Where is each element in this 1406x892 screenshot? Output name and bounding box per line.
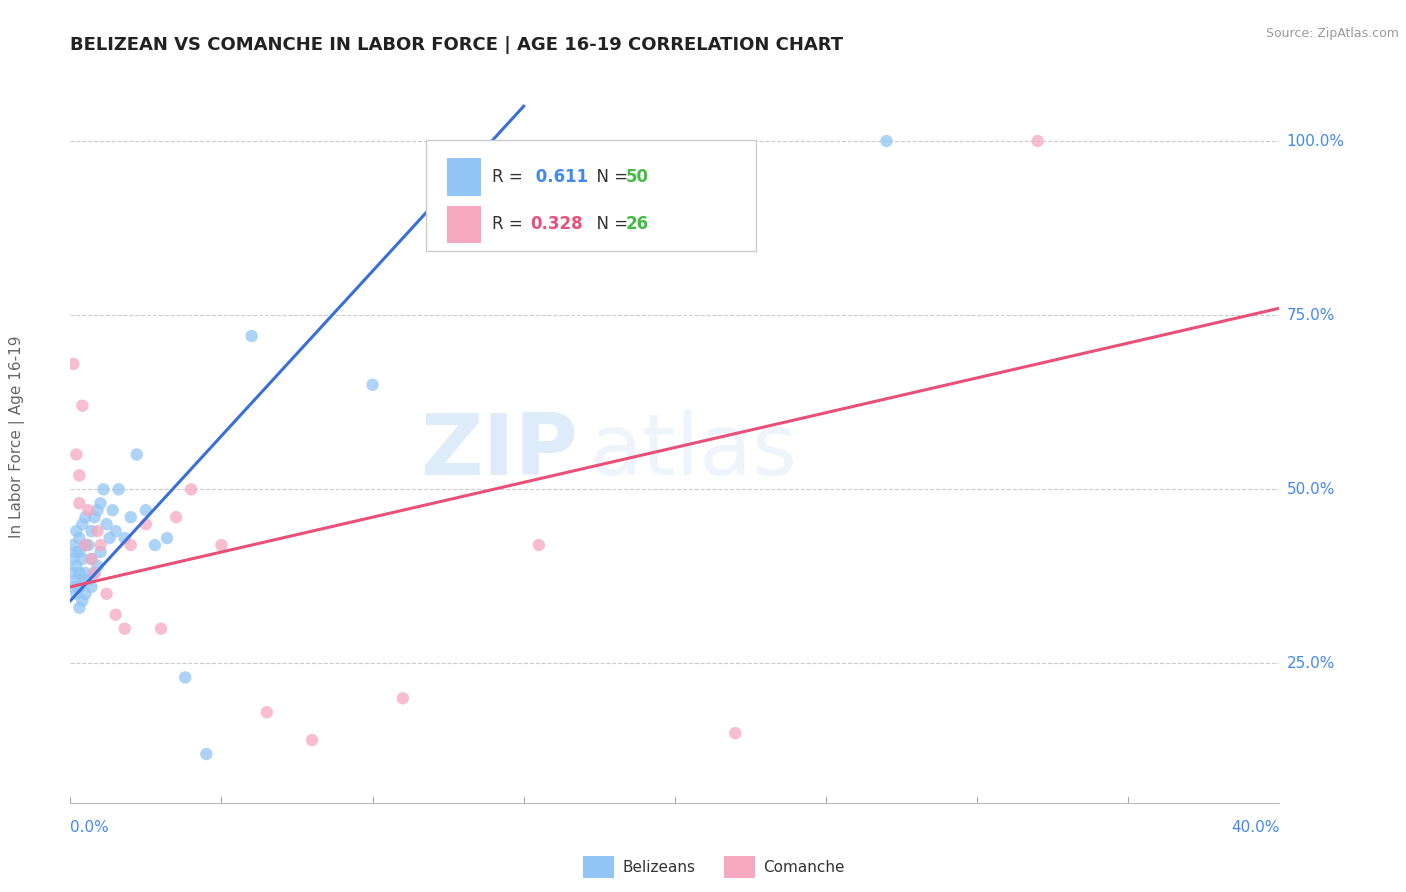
Text: 100.0%: 100.0%	[1286, 134, 1344, 149]
Point	[150, 622, 172, 636]
Point	[211, 538, 233, 552]
Point	[527, 538, 550, 552]
Text: 50.0%: 50.0%	[1286, 482, 1334, 497]
Point	[104, 607, 127, 622]
Point	[75, 510, 97, 524]
Point	[67, 531, 90, 545]
Text: 0.0%: 0.0%	[70, 821, 110, 835]
Point	[101, 503, 124, 517]
Point	[80, 524, 103, 538]
Point	[65, 524, 87, 538]
Point	[114, 622, 136, 636]
Point	[72, 517, 94, 532]
Point	[86, 524, 108, 538]
Point	[1026, 134, 1049, 148]
Point	[86, 558, 108, 573]
Point	[256, 705, 278, 719]
Point	[80, 552, 103, 566]
Point	[80, 580, 103, 594]
Point	[83, 566, 105, 580]
Point	[135, 517, 157, 532]
Point	[83, 510, 105, 524]
Text: ZIP: ZIP	[420, 410, 578, 493]
Text: 40.0%: 40.0%	[1232, 821, 1279, 835]
Point	[83, 566, 105, 580]
Text: 26: 26	[626, 215, 648, 234]
Text: R =: R =	[492, 169, 529, 186]
Text: 75.0%: 75.0%	[1286, 308, 1334, 323]
Point	[72, 399, 94, 413]
Point	[165, 510, 187, 524]
Point	[65, 573, 87, 587]
Point	[114, 531, 136, 545]
Point	[90, 538, 111, 552]
Point	[107, 483, 129, 497]
Point	[156, 531, 179, 545]
Point	[104, 524, 127, 538]
Point	[180, 483, 202, 497]
Point	[361, 377, 384, 392]
Point	[98, 531, 121, 545]
Text: Comanche: Comanche	[763, 860, 845, 874]
Point	[174, 670, 197, 684]
Point	[67, 496, 90, 510]
Point	[62, 552, 84, 566]
Text: In Labor Force | Age 16-19: In Labor Force | Age 16-19	[8, 335, 25, 539]
Point	[391, 691, 415, 706]
Point	[65, 558, 87, 573]
Point	[90, 496, 111, 510]
Text: N =: N =	[586, 215, 634, 234]
Point	[72, 552, 94, 566]
Point	[195, 747, 218, 761]
Point	[75, 587, 97, 601]
Point	[67, 600, 90, 615]
Point	[143, 538, 166, 552]
Point	[240, 329, 263, 343]
Point	[67, 468, 90, 483]
Point	[75, 566, 97, 580]
Point	[301, 733, 323, 747]
Text: atlas: atlas	[591, 410, 799, 493]
Text: 25.0%: 25.0%	[1286, 656, 1334, 671]
Point	[75, 538, 97, 552]
Text: Belizeans: Belizeans	[623, 860, 696, 874]
Point	[724, 726, 747, 740]
Text: N =: N =	[586, 169, 634, 186]
Point	[72, 573, 94, 587]
Point	[86, 503, 108, 517]
Point	[65, 448, 87, 462]
Point	[96, 517, 118, 532]
Point	[65, 545, 87, 559]
Point	[75, 538, 97, 552]
Text: 50: 50	[626, 169, 648, 186]
Point	[72, 594, 94, 608]
Point	[93, 483, 115, 497]
Point	[96, 587, 118, 601]
Point	[67, 566, 90, 580]
Point	[77, 573, 100, 587]
Point	[125, 448, 148, 462]
Point	[875, 134, 898, 148]
Text: 0.328: 0.328	[530, 215, 582, 234]
Point	[62, 566, 84, 580]
Text: Source: ZipAtlas.com: Source: ZipAtlas.com	[1265, 27, 1399, 40]
Point	[67, 545, 90, 559]
Point	[77, 538, 100, 552]
Text: BELIZEAN VS COMANCHE IN LABOR FORCE | AGE 16-19 CORRELATION CHART: BELIZEAN VS COMANCHE IN LABOR FORCE | AG…	[70, 36, 844, 54]
Point	[80, 552, 103, 566]
Point	[135, 503, 157, 517]
Point	[67, 580, 90, 594]
Point	[90, 545, 111, 559]
Point	[62, 538, 84, 552]
Point	[65, 587, 87, 601]
Text: 0.611: 0.611	[530, 169, 588, 186]
Text: R =: R =	[492, 215, 529, 234]
Point	[120, 538, 142, 552]
Point	[62, 580, 84, 594]
Point	[120, 510, 142, 524]
Point	[62, 357, 84, 371]
Point	[77, 503, 100, 517]
